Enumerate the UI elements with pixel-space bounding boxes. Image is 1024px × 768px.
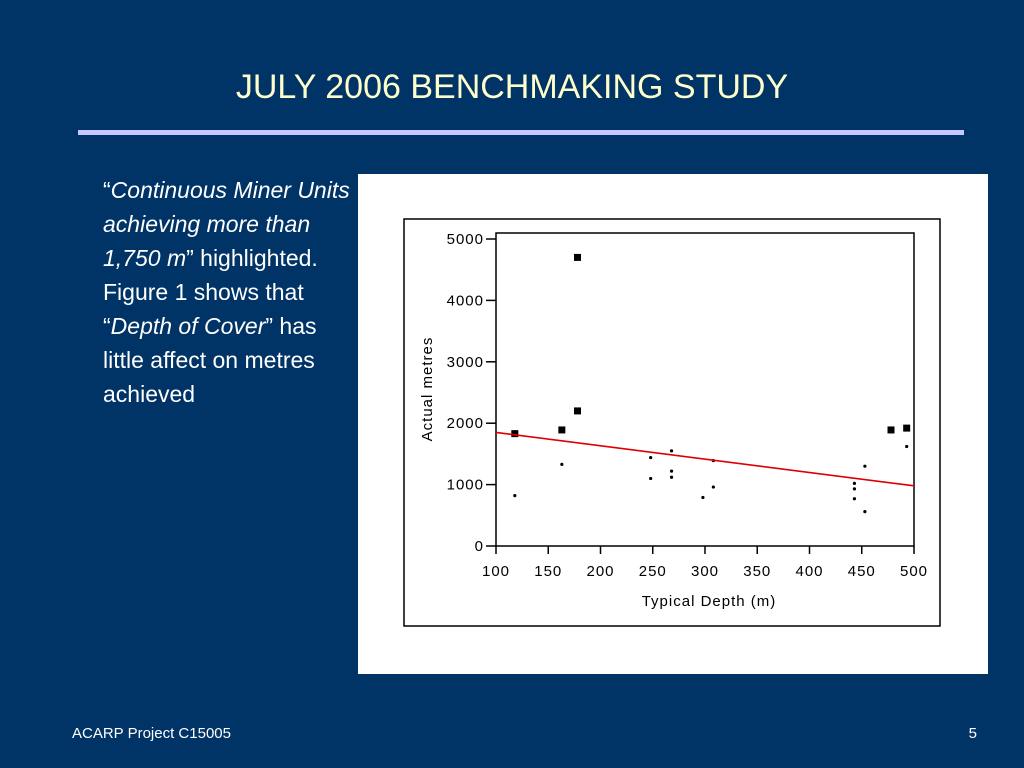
- data-point-square: [511, 430, 519, 438]
- x-tick-label: 200: [586, 563, 614, 580]
- slide-title: JULY 2006 BENCHMAKING STUDY: [235, 68, 789, 106]
- x-tick-label: 100: [482, 563, 510, 580]
- data-point-dot: [669, 475, 674, 479]
- trend-line: [495, 431, 915, 487]
- data-point-dot: [852, 497, 857, 501]
- y-tick-label: 5000: [447, 231, 484, 248]
- x-tick-label: 150: [534, 563, 562, 580]
- y-tick-label: 2000: [447, 415, 484, 432]
- footer-project-label: ACARP Project C15005: [72, 725, 231, 742]
- body-italic-phrase-1: Continuous Miner Units achieving more th…: [103, 177, 350, 271]
- data-points: [511, 253, 911, 514]
- chart-outer-frame: [403, 218, 941, 627]
- x-tick-label: 250: [639, 563, 667, 580]
- data-point-dot: [669, 449, 674, 453]
- data-point-square: [887, 426, 895, 434]
- body-open-quote: “: [103, 177, 111, 203]
- x-tick-label: 300: [691, 563, 719, 580]
- data-point-square: [558, 426, 566, 434]
- y-axis-label: Actual metres: [419, 337, 436, 442]
- chart-panel: 0 1000 2000 3000 4000 5000 100 150 200 250 300 350…: [358, 174, 988, 674]
- data-point-dot: [852, 487, 857, 491]
- x-tick-label: 350: [743, 563, 771, 580]
- data-point-square: [574, 253, 582, 261]
- x-tick-label: 500: [900, 563, 928, 580]
- data-point-dot: [669, 469, 674, 473]
- title-divider: [78, 130, 964, 135]
- plot-area-frame: [495, 232, 915, 547]
- x-tick-label: 400: [795, 563, 823, 580]
- data-point-dot: [863, 464, 867, 468]
- data-point-dot: [711, 485, 715, 489]
- data-point-dot: [649, 476, 653, 481]
- data-point-dot: [560, 462, 564, 466]
- y-tick-label: 3000: [447, 354, 484, 371]
- x-axis: 100 150 200 250 300 350 400 450 500: [482, 546, 928, 580]
- data-point-dot: [701, 495, 705, 500]
- x-axis-label: Typical Depth (m): [642, 593, 777, 610]
- data-point-dot: [905, 444, 909, 449]
- y-tick-label: 0: [475, 538, 484, 555]
- y-axis: 0 1000 2000 3000 4000 5000: [447, 231, 496, 555]
- data-point-dot: [863, 510, 867, 514]
- y-tick-label: 1000: [447, 477, 484, 494]
- y-tick-label: 4000: [447, 292, 484, 309]
- data-point-square: [574, 407, 582, 415]
- data-point-square: [903, 424, 911, 432]
- body-italic-phrase-2: Depth of Cover: [110, 313, 266, 339]
- body-text: “Continuous Miner Units achieving more t…: [103, 173, 353, 411]
- data-point-dot: [852, 481, 857, 485]
- body-text-1: ” highlighted. Figure 1 shows that “: [103, 245, 318, 339]
- data-point-dot: [649, 455, 653, 460]
- page-number: 5: [968, 725, 977, 742]
- body-text-2: ” has little affect on metres achieved: [103, 313, 317, 407]
- data-point-dot: [513, 494, 517, 498]
- scatter-chart: 0 1000 2000 3000 4000 5000 100 150 200 250 300 350…: [403, 218, 941, 627]
- x-tick-label: 450: [848, 563, 876, 580]
